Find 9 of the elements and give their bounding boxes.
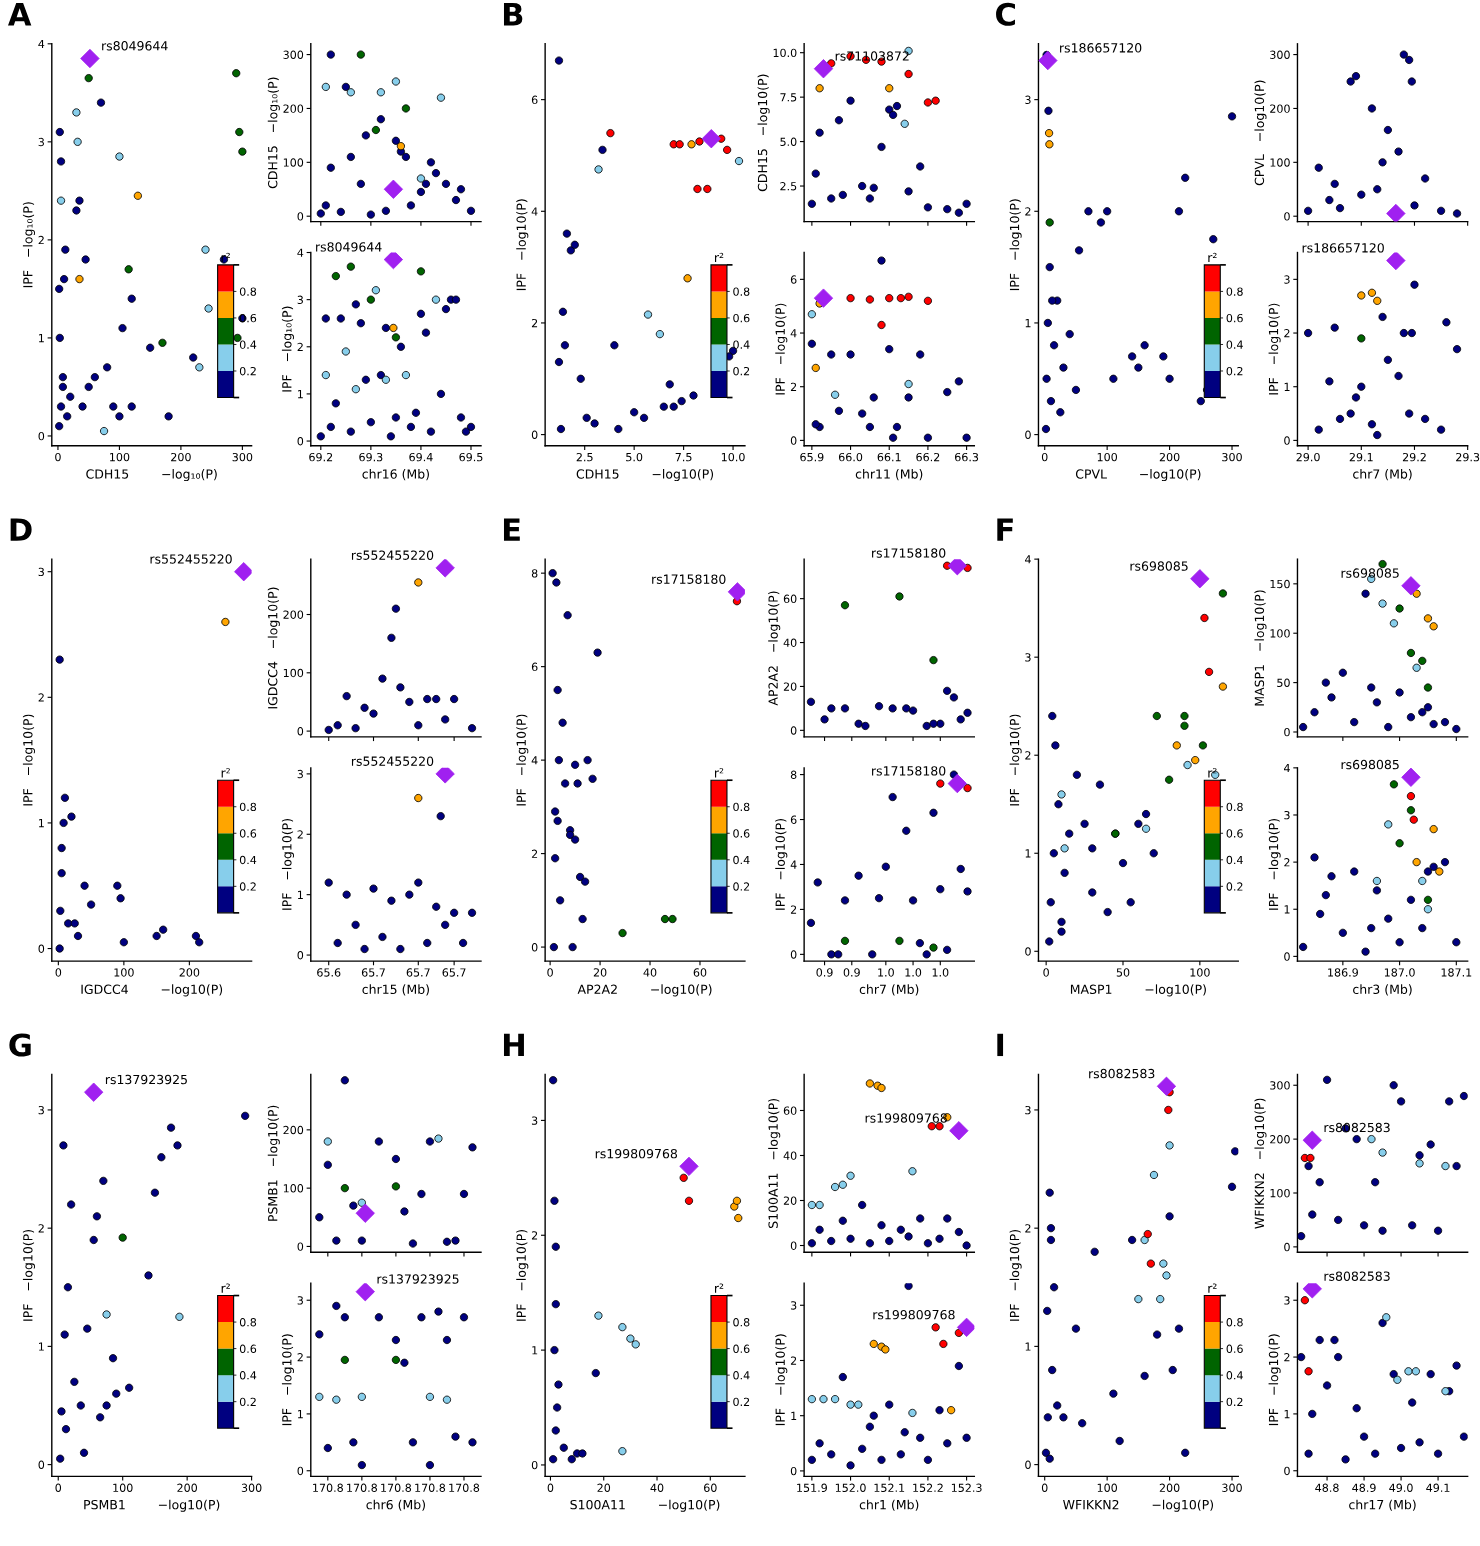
chart-title: H xyxy=(503,1033,524,1057)
chart-title: F xyxy=(997,518,1013,541)
chart-title: B xyxy=(503,3,523,26)
chart-title: E xyxy=(503,518,520,541)
chart-title: I xyxy=(997,1033,1004,1057)
chart-title: A xyxy=(7,3,32,26)
chart-title: G xyxy=(9,1033,31,1057)
chart-title: C xyxy=(996,2,1015,26)
chart-title: D xyxy=(10,518,32,541)
